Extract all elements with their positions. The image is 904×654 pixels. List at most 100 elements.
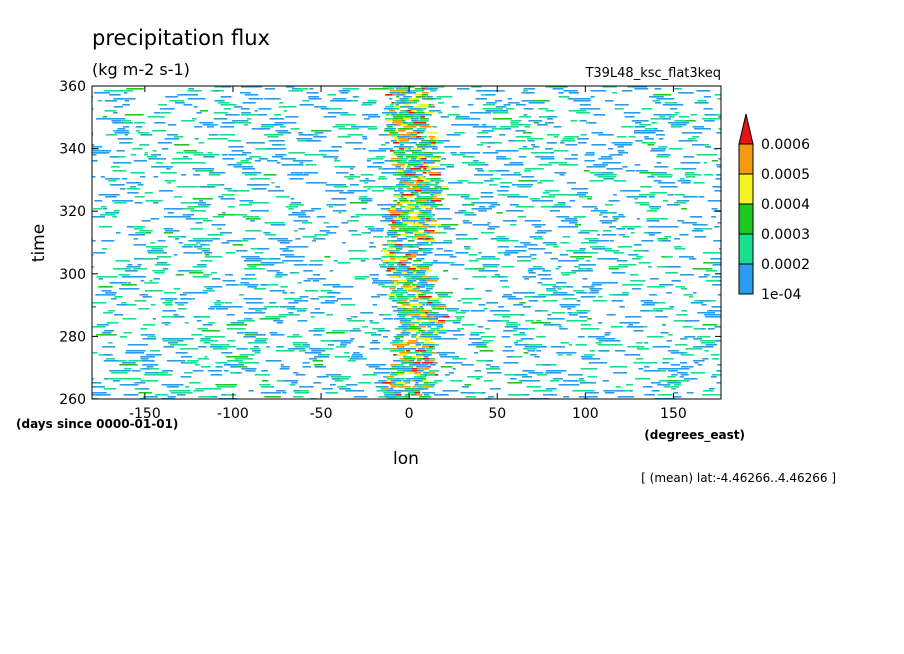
heatmap-cell — [623, 112, 641, 114]
heatmap-cell — [584, 252, 599, 254]
heatmap-cell — [507, 98, 512, 100]
heatmap-cell — [242, 152, 252, 154]
heatmap-cell — [96, 324, 109, 326]
heatmap-cell — [276, 322, 283, 324]
heatmap-cell — [524, 278, 529, 280]
heatmap-cell — [112, 200, 134, 202]
heatmap-cell — [559, 174, 565, 176]
heatmap-cell — [393, 306, 406, 308]
heatmap-cell — [410, 168, 421, 170]
heatmap-cell — [390, 348, 398, 350]
heatmap-cell — [278, 314, 300, 316]
heatmap-cell — [393, 360, 404, 362]
heatmap-cell — [380, 386, 386, 388]
heatmap-cell — [323, 116, 337, 118]
heatmap-cell — [350, 184, 359, 186]
heatmap-cell — [390, 206, 396, 208]
heatmap-cell — [502, 316, 511, 318]
heatmap-cell — [76, 184, 89, 186]
heatmap-cell — [704, 174, 714, 176]
heatmap-cell — [283, 380, 299, 382]
heatmap-cell — [401, 342, 407, 344]
heatmap-cell — [426, 198, 433, 200]
heatmap-cell — [248, 266, 257, 268]
heatmap-cell — [427, 330, 435, 332]
heatmap-cell — [726, 348, 746, 350]
heatmap-cell — [263, 134, 284, 136]
heatmap-cell — [400, 214, 409, 216]
heatmap-cell — [299, 386, 314, 388]
heatmap-cell — [163, 292, 177, 294]
heatmap-cell — [677, 120, 696, 122]
heatmap-cell — [425, 348, 436, 350]
heatmap-cell — [436, 322, 446, 324]
heatmap-cell — [101, 240, 115, 242]
heatmap-cell — [378, 380, 389, 382]
heatmap-cell — [452, 358, 467, 360]
heatmap-cell — [390, 244, 403, 246]
heatmap-cell — [650, 118, 665, 120]
heatmap-cell — [435, 292, 453, 294]
heatmap-cell — [644, 342, 649, 344]
heatmap-cell — [429, 312, 438, 314]
heatmap-cell — [188, 272, 204, 274]
heatmap-cell — [421, 346, 431, 348]
heatmap-cell — [92, 154, 97, 156]
heatmap-cell — [396, 298, 409, 300]
heatmap-cell — [145, 290, 163, 292]
colorbar-label: 1e-04 — [761, 287, 801, 303]
heatmap-cell — [264, 264, 275, 266]
heatmap-cell — [347, 190, 358, 192]
heatmap-cell — [227, 164, 242, 166]
heatmap-cell — [161, 338, 176, 340]
heatmap-cell — [504, 252, 519, 254]
heatmap-cell — [387, 264, 393, 266]
heatmap-cell — [104, 330, 114, 332]
heatmap-cell — [116, 130, 129, 132]
heatmap-cell — [401, 246, 407, 248]
heatmap-cell — [662, 104, 684, 106]
heatmap-cell — [200, 186, 215, 188]
heatmap-cell — [297, 310, 307, 312]
heatmap-cell — [386, 396, 394, 398]
heatmap-cell — [389, 132, 398, 134]
heatmap-cell — [208, 322, 216, 324]
heatmap-cell — [422, 184, 434, 186]
heatmap-cell — [386, 232, 396, 234]
heatmap-cell — [712, 284, 721, 286]
heatmap-cell — [372, 258, 382, 260]
heatmap-cell — [167, 236, 181, 238]
heatmap-cell — [230, 322, 245, 324]
heatmap-cell — [698, 196, 705, 198]
heatmap-cell — [416, 88, 427, 90]
heatmap-cell — [665, 226, 679, 228]
heatmap-cell — [350, 316, 356, 318]
heatmap-cell — [427, 198, 440, 200]
heatmap-cell — [422, 276, 430, 278]
heatmap-cell — [497, 190, 509, 192]
heatmap-cell — [101, 290, 112, 292]
heatmap-cell — [184, 152, 204, 154]
heatmap-cell — [399, 180, 409, 182]
heatmap-cell — [586, 166, 593, 168]
heatmap-cell — [435, 182, 440, 184]
heatmap-cell — [327, 348, 334, 350]
heatmap-cell — [628, 254, 639, 256]
heatmap-cell — [313, 382, 322, 384]
heatmap-cell — [660, 370, 666, 372]
heatmap-cell — [115, 260, 130, 262]
heatmap-cell — [120, 188, 126, 190]
heatmap-cell — [135, 232, 147, 234]
heatmap-cell — [313, 274, 321, 276]
heatmap-cell — [723, 258, 739, 260]
heatmap-cell — [216, 308, 228, 310]
x-tick-label: 50 — [488, 406, 506, 422]
heatmap-cell — [657, 182, 676, 184]
heatmap-cell — [424, 232, 438, 234]
heatmap-cell — [405, 350, 411, 352]
heatmap-cell — [692, 144, 707, 146]
heatmap-cell — [368, 366, 380, 368]
heatmap-cell — [427, 366, 431, 368]
heatmap-cell — [402, 362, 407, 364]
heatmap-cell — [415, 132, 420, 134]
